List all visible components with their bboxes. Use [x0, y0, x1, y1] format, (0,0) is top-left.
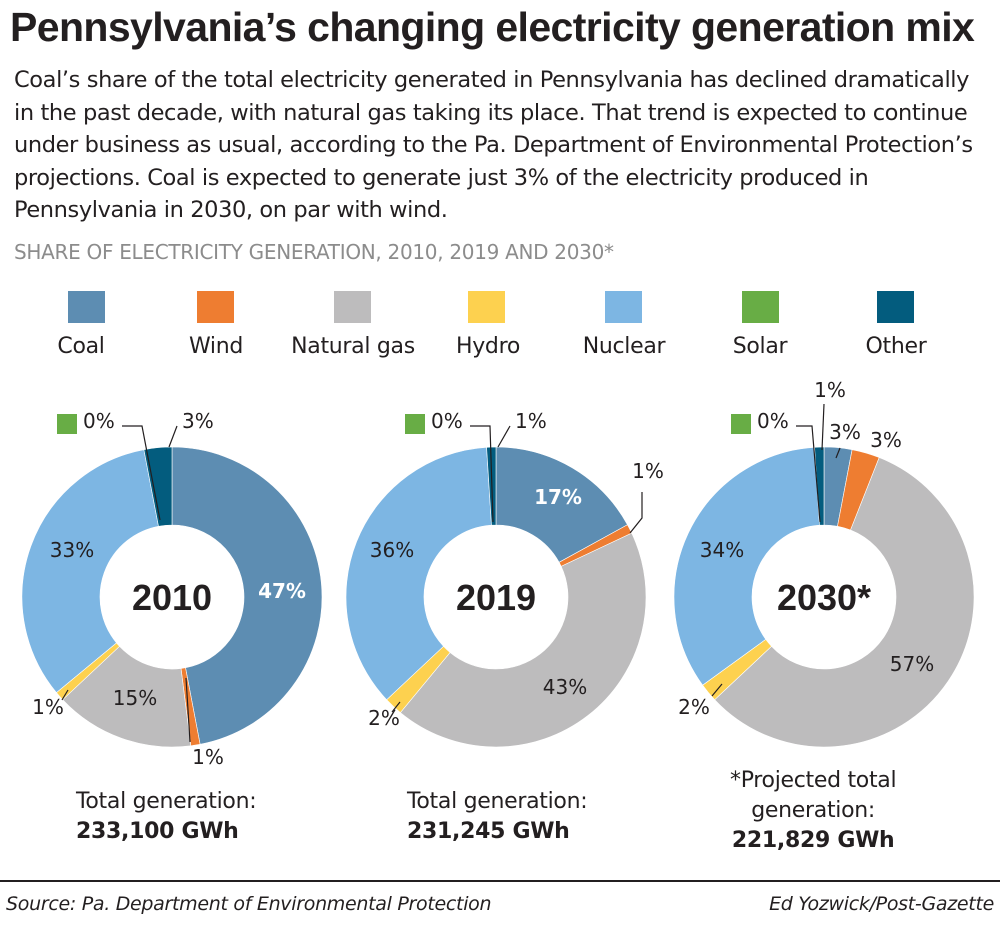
legend-label-hydro: Hydro	[455, 334, 521, 359]
legend-swatch-other	[877, 291, 914, 323]
total-2030-label: *Projected total	[730, 768, 897, 793]
data-label-2030-solar: 0%	[757, 409, 789, 433]
center-label-2030: 2030*	[777, 577, 871, 618]
legend-swatch-wind	[197, 291, 234, 323]
legend-swatch-coal	[68, 291, 105, 323]
data-label-2019-nuclear: 36%	[370, 538, 414, 562]
leader-line-2030-hydro	[711, 683, 723, 697]
solar-swatch-2019	[405, 414, 425, 434]
leader-line-2030-solar	[796, 425, 821, 523]
legend-label-coal: Coal	[57, 334, 105, 359]
data-label-2019-hydro: 2%	[368, 706, 400, 730]
leader-line-2030-coal	[835, 447, 841, 459]
data-label-2030-nuclear: 34%	[700, 538, 744, 562]
intro-paragraph: Coal’s share of the total electricity ge…	[14, 67, 973, 223]
data-label-2019-solar: 0%	[431, 409, 463, 433]
data-label-2010-wind: 1%	[192, 745, 224, 769]
total-2030-value: 221,829 GWh	[731, 828, 895, 853]
leader-line-2010-other	[168, 425, 178, 448]
data-label-2010-solar: 0%	[83, 409, 115, 433]
legend-swatch-solar	[742, 291, 779, 323]
legend-label-natural-gas: Natural gas	[291, 334, 415, 359]
legend-label-solar: Solar	[732, 334, 788, 359]
solar-swatch-2010	[57, 414, 77, 434]
data-label-2019-wind: 1%	[632, 459, 664, 483]
legend-label-other: Other	[865, 334, 927, 359]
legend-label-nuclear: Nuclear	[582, 334, 666, 359]
slice-2030-nuclear	[673, 446, 820, 686]
slice-2010-nuclear	[21, 449, 159, 694]
leader-line-2019-hydro	[391, 701, 401, 713]
slice-2019-nuclear	[345, 446, 492, 701]
total-2030-label-2: generation:	[751, 798, 876, 823]
data-label-2030-hydro: 2%	[678, 695, 710, 719]
leader-line-2019-other	[497, 425, 511, 448]
leader-line-2010-wind	[185, 677, 191, 743]
total-2019-label: Total generation:	[407, 789, 588, 814]
slice-2030-other	[814, 446, 825, 526]
center-label-2010: 2010	[132, 577, 212, 618]
total-2019-value: 231,245 GWh	[407, 819, 570, 844]
slice-2010-coal	[171, 446, 323, 745]
data-label-2030-coal: 3%	[829, 420, 861, 444]
slice-2010-other	[143, 446, 173, 527]
chart-title: Pennsylvania’s changing electricity gene…	[10, 4, 975, 50]
leader-line-2010-hydro	[61, 689, 69, 701]
data-label-2010-hydro: 1%	[32, 695, 64, 719]
leader-line-2019-wind	[629, 492, 643, 534]
legend-swatch-hydro	[468, 291, 505, 323]
leader-line-2030-other	[821, 403, 825, 451]
total-2010-value: 233,100 GWh	[76, 819, 239, 844]
total-2010: Total generation: 233,100 GWh	[76, 787, 257, 847]
legend-swatch-nuclear	[605, 291, 642, 323]
data-label-2019-natural-gas: 43%	[543, 675, 587, 699]
credit-note: Ed Yozwick/Post-Gazette	[769, 893, 994, 915]
data-label-2010-coal: 47%	[258, 579, 306, 603]
data-label-2019-other: 1%	[515, 409, 547, 433]
legend-label-wind: Wind	[188, 334, 244, 359]
slice-2019-coal	[495, 446, 628, 563]
center-label-2019: 2019	[456, 577, 536, 618]
data-label-2010-natural-gas: 15%	[113, 686, 157, 710]
total-2019: Total generation: 231,245 GWh	[407, 787, 588, 847]
source-note: Source: Pa. Department of Environmental …	[6, 893, 492, 915]
data-label-2010-nuclear: 33%	[50, 538, 94, 562]
data-label-2030-wind: 3%	[870, 428, 902, 452]
slice-2019-natural-gas	[399, 532, 647, 748]
data-label-2030-other: 1%	[814, 378, 846, 402]
slice-2030-natural-gas	[714, 457, 975, 748]
leader-line-2019-solar	[470, 425, 494, 523]
chart-subhead: SHARE OF ELECTRICITY GENERATION, 2010, 2…	[14, 240, 614, 264]
solar-swatch-2030	[731, 414, 751, 434]
data-label-2019-coal: 17%	[534, 485, 582, 509]
total-2030: *Projected total generation: 221,829 GWh	[730, 766, 897, 856]
leader-line-2010-solar	[122, 425, 161, 521]
data-label-2030-natural-gas: 57%	[890, 652, 934, 676]
total-2010-label: Total generation:	[76, 789, 257, 814]
legend-swatch-natural-gas	[334, 291, 371, 323]
footer-rule	[0, 880, 1000, 882]
data-label-2010-other: 3%	[182, 409, 214, 433]
